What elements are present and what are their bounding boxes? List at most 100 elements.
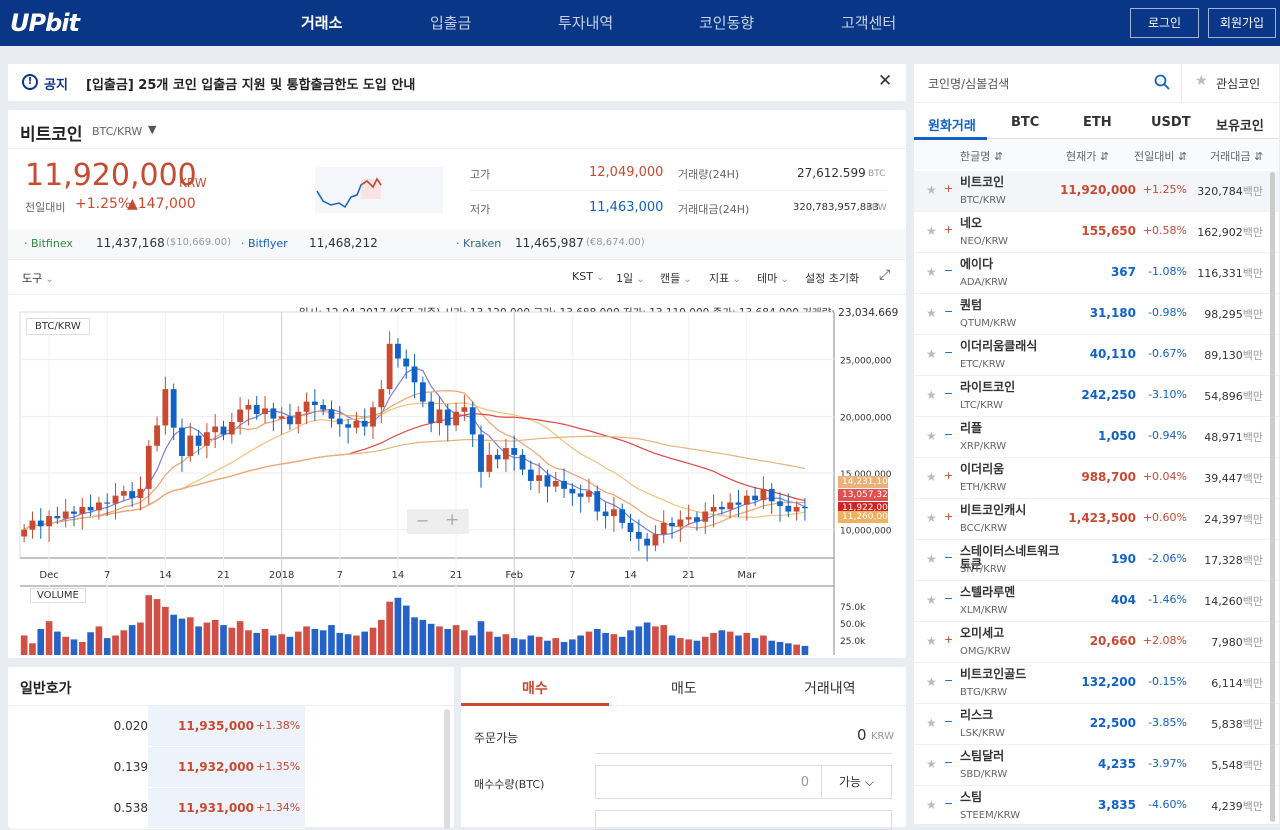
coin-row[interactable]: ★ + 비트코인캐시 BCC/KRW 1,423,500 +0.60% 24,397백만 bbox=[914, 499, 1279, 540]
tab-krw[interactable]: 원화거래 bbox=[928, 119, 976, 134]
price-chart[interactable]: 25,000,000 20,000,000 15,000,000 10,000,000… bbox=[8, 300, 906, 658]
buy-qty-input[interactable]: 0 bbox=[595, 765, 822, 799]
volume-bar bbox=[627, 630, 634, 655]
tools-dropdown[interactable]: 도구 bbox=[22, 270, 54, 286]
col-name[interactable]: 한글명 ⇵ bbox=[960, 150, 1004, 163]
coin-row[interactable]: ★ + 이더리움 ETH/KRW 988,700 +0.04% 39,447백만 bbox=[914, 458, 1279, 499]
coin-symbol: SNT/KRW bbox=[960, 564, 1007, 575]
login-button[interactable]: 로그인 bbox=[1130, 8, 1199, 38]
coin-row[interactable]: ★ + 오미세고 OMG/KRW 20,660 +2.08% 7,980백만 bbox=[914, 622, 1279, 663]
coin-volume: 17,328백만 bbox=[1204, 552, 1263, 568]
coin-symbol: STEEM/KRW bbox=[960, 810, 1021, 821]
col-volume[interactable]: 거래대금 ⇵ bbox=[1210, 150, 1264, 163]
star-icon[interactable]: ★ bbox=[926, 265, 937, 279]
coin-row[interactable]: ★ − 비트코인골드 BTG/KRW 132,200 -0.15% 6,114백만 bbox=[914, 663, 1279, 704]
tab-buy[interactable]: 매수 bbox=[522, 681, 548, 697]
coin-volume-unit: 백만 bbox=[1242, 595, 1263, 608]
coin-row[interactable]: ★ + 네오 NEO/KRW 155,650 +0.58% 162,902백만 bbox=[914, 212, 1279, 253]
search-icon[interactable] bbox=[1154, 74, 1170, 90]
tab-btc[interactable]: BTC bbox=[1011, 115, 1040, 130]
coin-name: 비트코인 bbox=[20, 125, 83, 145]
coin-price: 988,700 bbox=[1081, 470, 1136, 484]
star-icon[interactable]: ★ bbox=[926, 634, 937, 648]
star-icon[interactable]: ★ bbox=[926, 798, 937, 812]
orderbook-row[interactable]: 0.538 11,931,000 +1.34% bbox=[10, 788, 305, 829]
signup-button[interactable]: 회원가입 bbox=[1208, 8, 1276, 38]
star-icon[interactable]: ★ bbox=[926, 183, 937, 197]
coin-row[interactable]: ★ − 퀀텀 QTUM/KRW 31,180 -0.98% 98,295백만 bbox=[914, 294, 1279, 335]
coin-volume-unit: 백만 bbox=[1242, 677, 1263, 690]
star-icon[interactable]: ★ bbox=[926, 388, 937, 402]
orderbook-row[interactable]: 0.139 11,932,000 +1.35% bbox=[10, 747, 305, 788]
reset-button[interactable]: 설정 초기화 bbox=[805, 272, 860, 285]
volume-bar bbox=[270, 635, 277, 655]
star-icon[interactable]: ★ bbox=[926, 757, 937, 771]
star-icon[interactable]: ★ bbox=[926, 511, 937, 525]
volume-label: VOLUME bbox=[30, 588, 86, 603]
nav-support[interactable]: 고객센터 bbox=[841, 14, 897, 32]
search-input[interactable]: 코인명/심볼검색 bbox=[928, 77, 1010, 91]
coin-symbol: ETC/KRW bbox=[960, 359, 1006, 370]
star-icon[interactable]: ★ bbox=[926, 470, 937, 484]
candle-body bbox=[361, 420, 368, 427]
col-change[interactable]: 전일대비 ⇵ bbox=[1134, 150, 1188, 163]
notice-text[interactable]: [입출금] 25개 코인 입출금 지원 및 통합출금한도 도입 안내 bbox=[86, 78, 416, 93]
coin-row[interactable]: ★ + 비트코인 BTC/KRW 11,920,000 +1.25% 320,784백만 bbox=[914, 171, 1279, 212]
volume-bar bbox=[544, 640, 551, 655]
x-tick-label: Feb bbox=[505, 570, 523, 581]
tab-usdt[interactable]: USDT bbox=[1151, 115, 1191, 130]
coin-row[interactable]: ★ − 리스크 LSK/KRW 22,500 -3.85% 5,838백만 bbox=[914, 704, 1279, 745]
high-value: 12,049,000 bbox=[589, 165, 664, 180]
nav-deposit[interactable]: 입출금 bbox=[430, 14, 472, 32]
star-icon[interactable]: ★ bbox=[1195, 73, 1208, 89]
star-icon[interactable]: ★ bbox=[926, 716, 937, 730]
orderbook-row[interactable]: 0.020 11,935,000 +1.38% bbox=[10, 706, 305, 747]
coin-row[interactable]: ★ − 에이다 ADA/KRW 367 -1.08% 116,331백만 bbox=[914, 253, 1279, 294]
expand-icon[interactable]: ⤢ bbox=[879, 267, 891, 283]
star-icon[interactable]: ★ bbox=[926, 552, 937, 566]
volume-bar bbox=[560, 642, 568, 655]
order-qty: 0.538 bbox=[113, 801, 148, 815]
tab-sell[interactable]: 매도 bbox=[671, 681, 697, 697]
tab-eth[interactable]: ETH bbox=[1083, 115, 1112, 130]
star-icon[interactable]: ★ bbox=[926, 593, 937, 607]
coin-price: 242,250 bbox=[1081, 388, 1136, 402]
zoom-out-icon[interactable]: − bbox=[416, 511, 430, 530]
coin-row[interactable]: ★ − 스테이터스네트워크토큰 SNT/KRW 190 -2.06% 17,328백만 bbox=[914, 540, 1279, 581]
favorites-button[interactable]: 관심코인 bbox=[1216, 77, 1261, 91]
chart-type-dropdown[interactable]: 캔들 bbox=[660, 270, 692, 286]
star-icon[interactable]: ★ bbox=[926, 675, 937, 689]
coin-row[interactable]: ★ − 스텔라루멘 XLM/KRW 404 -1.46% 14,260백만 bbox=[914, 581, 1279, 622]
coin-row[interactable]: ★ − 이더리움클래식 ETC/KRW 40,110 -0.67% 89,130백만 bbox=[914, 335, 1279, 376]
coin-volume-value: 17,328 bbox=[1204, 554, 1243, 567]
nav-history[interactable]: 투자내역 bbox=[558, 14, 614, 32]
scrollbar[interactable] bbox=[1270, 172, 1275, 822]
volume-bar bbox=[369, 627, 377, 655]
timezone-dropdown[interactable]: KST bbox=[572, 270, 604, 283]
star-icon[interactable]: ★ bbox=[926, 429, 937, 443]
candle-body bbox=[71, 511, 77, 514]
coin-row[interactable]: ★ − 라이트코인 LTC/KRW 242,250 -3.10% 54,896백만 bbox=[914, 376, 1279, 417]
order-change: +1.34% bbox=[256, 801, 301, 814]
nav-exchange[interactable]: 거래소 bbox=[301, 14, 343, 32]
chevron-down-icon[interactable]: ▼ bbox=[148, 123, 157, 136]
star-icon[interactable]: ★ bbox=[926, 347, 937, 361]
star-icon[interactable]: ★ bbox=[926, 306, 937, 320]
col-price[interactable]: 현재가 ⇵ bbox=[1066, 150, 1110, 163]
available-qty-button[interactable]: 가능 ⌵ bbox=[822, 765, 892, 799]
tab-holdings[interactable]: 보유코인 bbox=[1216, 119, 1264, 134]
zoom-in-icon[interactable]: + bbox=[445, 510, 460, 530]
coin-row[interactable]: ★ − 스팀 STEEM/KRW 3,835 -4.60% 4,239백만 bbox=[914, 786, 1279, 827]
coin-row[interactable]: ★ − 스팀달러 SBD/KRW 4,235 -3.97% 5,548백만 bbox=[914, 745, 1279, 786]
indicator-dropdown[interactable]: 지표 bbox=[709, 270, 741, 286]
tab-history[interactable]: 거래내역 bbox=[804, 681, 856, 697]
scrollbar[interactable] bbox=[444, 709, 450, 829]
upbit-logo[interactable]: UPbit bbox=[10, 9, 80, 37]
theme-dropdown[interactable]: 테마 bbox=[757, 270, 789, 286]
price-input[interactable] bbox=[595, 810, 892, 830]
interval-dropdown[interactable]: 1일 bbox=[616, 270, 645, 286]
close-icon[interactable]: ✕ bbox=[878, 71, 893, 91]
nav-trends[interactable]: 코인동향 bbox=[699, 14, 755, 32]
coin-row[interactable]: ★ − 리플 XRP/KRW 1,050 -0.94% 48,971백만 bbox=[914, 417, 1279, 458]
star-icon[interactable]: ★ bbox=[926, 224, 937, 238]
